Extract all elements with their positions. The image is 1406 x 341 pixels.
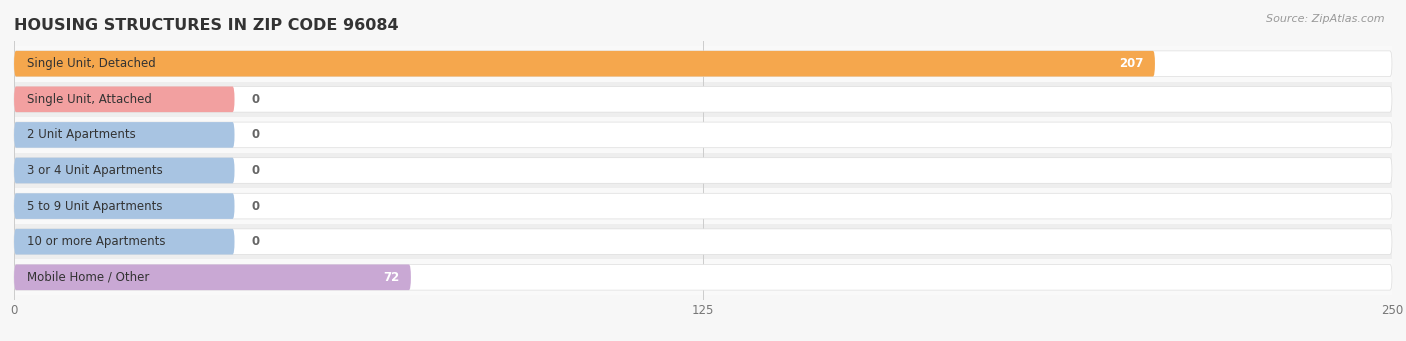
Text: 3 or 4 Unit Apartments: 3 or 4 Unit Apartments (27, 164, 163, 177)
Text: 0: 0 (252, 199, 259, 212)
Bar (14, 260, 1392, 295)
Text: Mobile Home / Other: Mobile Home / Other (27, 271, 149, 284)
Text: 0: 0 (252, 235, 259, 248)
Text: 0: 0 (252, 93, 259, 106)
Bar (14, 153, 1392, 188)
FancyBboxPatch shape (14, 265, 1392, 290)
Text: HOUSING STRUCTURES IN ZIP CODE 96084: HOUSING STRUCTURES IN ZIP CODE 96084 (14, 18, 399, 33)
Text: 5 to 9 Unit Apartments: 5 to 9 Unit Apartments (27, 199, 163, 212)
Text: 2 Unit Apartments: 2 Unit Apartments (27, 129, 136, 142)
FancyBboxPatch shape (14, 87, 1392, 112)
Text: 0: 0 (252, 129, 259, 142)
FancyBboxPatch shape (14, 51, 1392, 76)
FancyBboxPatch shape (14, 122, 235, 148)
Bar (14, 224, 1392, 260)
Text: Source: ZipAtlas.com: Source: ZipAtlas.com (1267, 14, 1385, 24)
FancyBboxPatch shape (14, 193, 235, 219)
FancyBboxPatch shape (14, 265, 411, 290)
Bar (14, 46, 1392, 81)
FancyBboxPatch shape (14, 158, 235, 183)
Text: 0: 0 (252, 164, 259, 177)
Text: 10 or more Apartments: 10 or more Apartments (27, 235, 166, 248)
Bar (14, 117, 1392, 153)
FancyBboxPatch shape (14, 229, 1392, 254)
Text: Single Unit, Detached: Single Unit, Detached (27, 57, 156, 70)
Text: 72: 72 (384, 271, 399, 284)
FancyBboxPatch shape (14, 51, 1154, 76)
FancyBboxPatch shape (14, 158, 1392, 183)
FancyBboxPatch shape (14, 193, 1392, 219)
Bar (14, 81, 1392, 117)
Text: 207: 207 (1119, 57, 1144, 70)
FancyBboxPatch shape (14, 122, 1392, 148)
Text: Single Unit, Attached: Single Unit, Attached (27, 93, 152, 106)
Bar (14, 188, 1392, 224)
FancyBboxPatch shape (14, 229, 235, 254)
FancyBboxPatch shape (14, 87, 235, 112)
